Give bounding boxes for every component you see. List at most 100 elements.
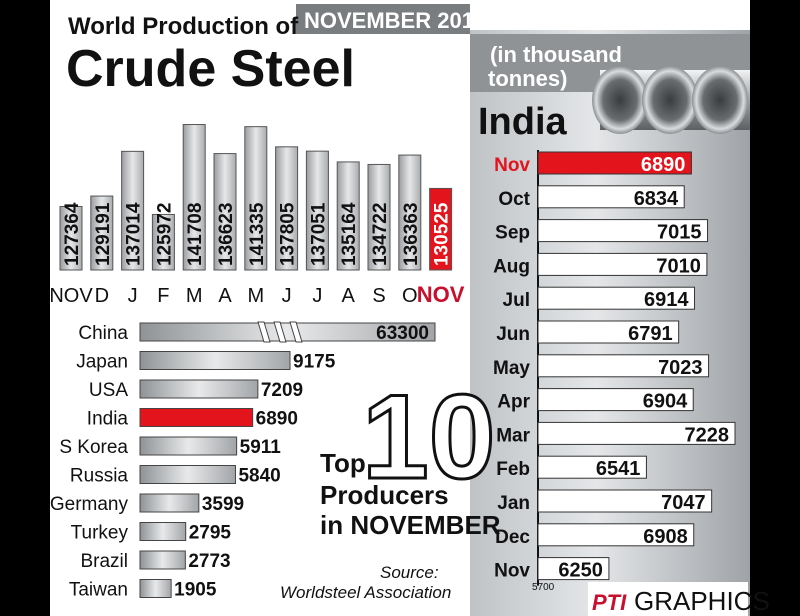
india-value-label: 7015 (657, 222, 702, 244)
india-bar (537, 388, 694, 412)
monthly-bar (336, 161, 360, 271)
producer-bar (139, 550, 186, 570)
source-line2: Worldsteel Association (280, 583, 451, 602)
india-bar (537, 557, 610, 581)
india-month-label: Nov (494, 155, 530, 176)
india-bar (537, 523, 695, 547)
india-month-label: Oct (498, 189, 530, 210)
monthly-tick-label: S (372, 285, 385, 307)
monthly-tick-label: J (312, 285, 322, 307)
india-month-label: Nov (494, 561, 530, 582)
producer-value-label: 5911 (240, 437, 282, 458)
producer-bar (139, 379, 259, 399)
india-value-label: 6541 (596, 458, 641, 480)
producer-value-label: 9175 (293, 352, 336, 373)
producer-value-label: 3599 (202, 494, 244, 515)
producer-country-label: India (87, 409, 129, 430)
india-bar (537, 320, 680, 344)
producer-country-label: Japan (76, 352, 128, 373)
axis-break-mark (257, 321, 271, 343)
producer-value-label: 6890 (256, 409, 298, 430)
pti-graphics-credit: PTI GRAPHICS (588, 582, 770, 616)
producer-country-label: USA (89, 380, 128, 401)
monthly-tick-label: F (157, 285, 169, 307)
monthly-bar (59, 205, 83, 271)
monthly-bar (398, 154, 422, 271)
producer-value-label: 2795 (189, 523, 232, 544)
monthly-value-label: 136363 (401, 203, 422, 266)
axis-break-mark (273, 321, 287, 343)
period-banner: NOVEMBER 2014 (304, 8, 487, 33)
unit-line1: (in thousand (490, 42, 622, 67)
monthly-value-label: 129191 (93, 202, 114, 266)
top-producers-chart: China 63300 Japan 9175 USA 7209 India 6890 S Kor… (50, 321, 436, 601)
india-bar (537, 185, 685, 209)
producer-bar (139, 436, 238, 456)
monthly-value-label: 135164 (339, 202, 360, 266)
producer-country-label: Taiwan (69, 580, 128, 601)
india-value-label: 7023 (658, 357, 703, 379)
steel-pipes-image (592, 66, 750, 134)
india-value-label: 7228 (685, 424, 730, 446)
top10-line3: in NOVEMBER (320, 510, 501, 540)
india-bar (537, 354, 710, 378)
monthly-value-label: 130525 (432, 202, 453, 266)
monthly-bar (429, 187, 453, 271)
monthly-value-label: 127364 (62, 202, 83, 266)
india-chart-title: India (478, 101, 568, 143)
monthly-tick-label: D (95, 285, 109, 307)
india-bar (537, 489, 713, 513)
producer-bar (139, 465, 236, 484)
india-bar (537, 151, 692, 175)
monthly-bar (213, 153, 237, 271)
producer-country-label: Russia (70, 466, 129, 487)
monthly-tick-label: M (247, 285, 264, 307)
monthly-bar (305, 150, 329, 271)
top10-number: 10 (362, 370, 495, 504)
india-value-label: 6791 (628, 323, 673, 345)
monthly-value-label: 125972 (154, 203, 175, 266)
india-month-label: Dec (495, 527, 530, 548)
india-month-label: Apr (497, 392, 530, 413)
producer-country-label: China (78, 323, 128, 344)
producer-bar (139, 579, 172, 598)
axis-break-mark (289, 321, 303, 343)
producer-country-label: S Korea (59, 437, 128, 458)
monthly-value-label: 137051 (308, 202, 329, 266)
india-bar (537, 455, 647, 479)
top10-line1: Top (320, 448, 366, 478)
india-value-label: 6890 (641, 154, 686, 176)
producer-value-label: 5840 (238, 466, 280, 487)
india-month-label: Jan (497, 493, 530, 514)
source-line1: Source: (380, 563, 439, 582)
monthly-bar (275, 146, 299, 271)
monthly-tick-label: NOV (417, 282, 465, 307)
india-value-label: 7047 (661, 492, 706, 514)
india-bar (537, 219, 709, 243)
monthly-tick-label: NOV (49, 285, 93, 307)
monthly-value-label: 134722 (370, 203, 391, 266)
monthly-bar (367, 163, 391, 271)
monthly-value-label: 137014 (124, 202, 145, 266)
unit-line2: tonnes) (488, 66, 567, 91)
india-month-label: Sep (495, 223, 530, 244)
monthly-bar (151, 213, 175, 271)
monthly-tick-label: J (128, 285, 138, 307)
india-value-label: 6914 (644, 289, 689, 311)
period-banner-bg (296, 4, 470, 34)
india-month-label: Feb (496, 459, 530, 480)
india-value-label: 6908 (643, 526, 688, 548)
india-month-label: May (493, 358, 530, 379)
top10-line2: Producers (320, 480, 449, 510)
producer-value-label: 63300 (376, 323, 429, 344)
monthly-bar (244, 126, 268, 271)
india-month-label: Jul (503, 290, 530, 311)
title-line2: Crude Steel (66, 40, 355, 98)
title-line1: World Production of (68, 13, 299, 40)
producer-bar (139, 408, 254, 427)
monthly-tick-label: O (402, 285, 418, 307)
india-value-label: 7010 (656, 255, 701, 277)
producer-value-label: 2773 (188, 551, 230, 572)
monthly-bar (121, 150, 145, 271)
